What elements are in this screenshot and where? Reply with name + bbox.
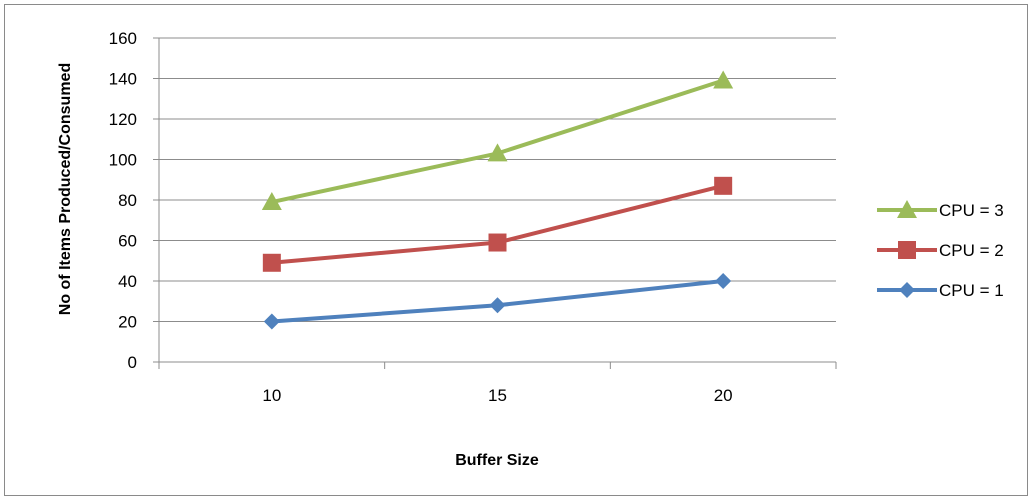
legend-label: CPU = 1 xyxy=(939,281,1004,300)
y-tick-label: 20 xyxy=(118,313,137,332)
gridlines xyxy=(159,37,836,322)
x-tick-labels: 10 15 20 xyxy=(262,386,732,405)
data-point-marker xyxy=(263,313,280,330)
legend-label: CPU = 3 xyxy=(939,201,1004,220)
series-group xyxy=(261,70,734,330)
legend-swatch-marker xyxy=(897,200,917,218)
legend-swatch-marker xyxy=(898,241,916,259)
data-point-marker xyxy=(713,70,734,89)
x-tick-label: 10 xyxy=(262,386,281,405)
y-tick-label: 100 xyxy=(109,151,137,170)
legend-swatch-marker xyxy=(899,282,915,298)
y-tick-label: 40 xyxy=(118,272,137,291)
legend-label: CPU = 2 xyxy=(939,241,1004,260)
data-point-marker xyxy=(488,233,507,252)
series-line xyxy=(271,78,724,204)
y-tick-label: 120 xyxy=(109,110,137,129)
data-point-marker xyxy=(487,143,508,162)
data-point-marker xyxy=(262,253,281,272)
data-point-marker xyxy=(715,273,732,289)
x-axis-title: Buffer Size xyxy=(455,452,539,469)
y-tick-label: 60 xyxy=(118,232,137,251)
chart-frame xyxy=(4,4,1028,496)
y-tick-label: 80 xyxy=(118,191,137,210)
legend: CPU = 3 CPU = 2 CPU = 1 xyxy=(877,200,1004,300)
y-axis-title: No of Items Produced/Consumed xyxy=(57,63,74,315)
y-tick-label: 140 xyxy=(109,70,137,89)
data-point-marker xyxy=(714,176,733,195)
data-point-marker xyxy=(489,297,506,314)
x-tick-label: 15 xyxy=(488,386,507,405)
axes xyxy=(153,37,837,369)
y-tick-labels: 0 20 40 60 80 100 120 140 160 xyxy=(109,29,137,372)
y-tick-label: 0 xyxy=(128,353,137,372)
y-tick-label: 160 xyxy=(109,29,137,48)
data-point-marker xyxy=(261,192,282,211)
x-tick-label: 20 xyxy=(714,386,733,405)
